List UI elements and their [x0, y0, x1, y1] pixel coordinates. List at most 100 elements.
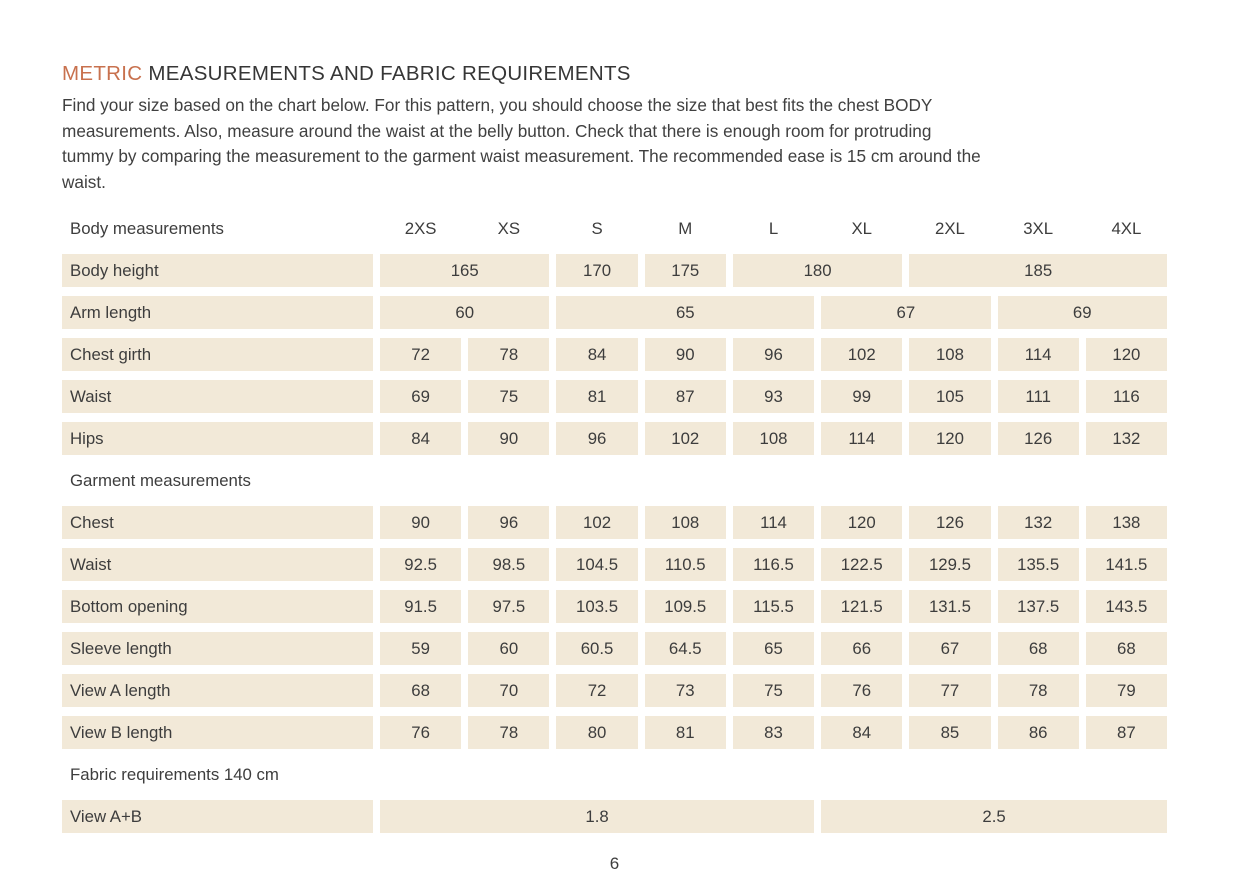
table-cell: 108 — [732, 422, 815, 455]
table-cell: 75 — [468, 380, 550, 413]
row-label: Body height — [62, 254, 373, 287]
table-cell: 77 — [909, 674, 991, 707]
table-cell: 175 — [644, 254, 726, 287]
table-cell: 66 — [821, 632, 903, 665]
table-cell: 129.5 — [909, 548, 991, 581]
row-label: Sleeve length — [62, 632, 373, 665]
table-cell: 109.5 — [644, 590, 726, 623]
table-cell: 81 — [644, 716, 726, 749]
table-cell: 114 — [821, 422, 903, 455]
table-cell: 90 — [644, 338, 726, 371]
table-cell: 97.5 — [468, 590, 550, 623]
table-cell: 111 — [997, 380, 1079, 413]
table-cell: 126 — [997, 422, 1079, 455]
table-cell: 131.5 — [909, 590, 991, 623]
table-cell: 138 — [1085, 506, 1167, 539]
intro-paragraph: Find your size based on the chart below.… — [62, 93, 1167, 195]
table-cell: 70 — [468, 674, 550, 707]
section-title: Fabric requirements 140 cm — [70, 764, 279, 784]
row-label: View B length — [62, 716, 373, 749]
row-label: View A+B — [62, 800, 373, 833]
row-label: Chest girth — [62, 338, 373, 371]
table-cell: 81 — [556, 380, 638, 413]
intro-line: Find your size based on the chart below.… — [62, 95, 933, 115]
table-cell: 96 — [556, 422, 638, 455]
table-cell: 108 — [909, 338, 991, 371]
table-cell: 75 — [732, 674, 815, 707]
table-cell: 73 — [644, 674, 726, 707]
table-cell: 102 — [644, 422, 726, 455]
page-title-rest: MEASUREMENTS AND FABRIC REQUIREMENTS — [142, 62, 631, 85]
table-cell: 92.5 — [380, 548, 462, 581]
table-cell: 84 — [556, 338, 638, 371]
size-header-s: S — [591, 218, 603, 238]
row-label: Hips — [62, 422, 373, 455]
table-cell: 64.5 — [644, 632, 726, 665]
table-cell: 141.5 — [1085, 548, 1167, 581]
table-cell: 120 — [909, 422, 991, 455]
table-cell: 65 — [556, 296, 815, 329]
row-label: Waist — [62, 380, 373, 413]
row-label: Waist — [62, 548, 373, 581]
table-cell: 83 — [732, 716, 815, 749]
table-cell: 68 — [1085, 632, 1167, 665]
table-cell: 76 — [821, 674, 903, 707]
table-cell: 67 — [909, 632, 991, 665]
table-cell: 78 — [468, 338, 550, 371]
table-cell: 78 — [468, 716, 550, 749]
table-cell: 165 — [380, 254, 550, 287]
table-cell: 87 — [1085, 716, 1167, 749]
intro-line: waist. — [62, 171, 106, 192]
size-header-xs: XS — [497, 218, 521, 238]
table-cell: 93 — [732, 380, 815, 413]
table-cell: 90 — [468, 422, 550, 455]
page-title: METRIC MEASUREMENTS AND FABRIC REQUIREME… — [62, 62, 1167, 86]
table-cell: 170 — [556, 254, 638, 287]
table-cell: 98.5 — [468, 548, 550, 581]
size-header-xl: XL — [851, 218, 872, 238]
table-cell: 116.5 — [732, 548, 815, 581]
table-cell: 60 — [380, 296, 550, 329]
row-label: Bottom opening — [62, 590, 373, 623]
size-header-4xl: 4XL — [1111, 218, 1142, 238]
table-cell: 114 — [997, 338, 1079, 371]
table-cell: 135.5 — [997, 548, 1079, 581]
table-cell: 137.5 — [997, 590, 1079, 623]
table-cell: 132 — [1085, 422, 1167, 455]
page-number: 6 — [609, 854, 620, 873]
table-cell: 102 — [556, 506, 638, 539]
table-cell: 59 — [380, 632, 462, 665]
table-cell: 60 — [468, 632, 550, 665]
table-cell: 65 — [732, 632, 815, 665]
table-cell: 143.5 — [1085, 590, 1167, 623]
table-cell: 68 — [997, 632, 1079, 665]
table-cell: 69 — [997, 296, 1167, 329]
table-cell: 87 — [644, 380, 726, 413]
size-header-3xl: 3XL — [1023, 218, 1054, 238]
table-cell: 120 — [1085, 338, 1167, 371]
table-cell: 180 — [732, 254, 903, 287]
size-header-2xs: 2XS — [404, 218, 437, 238]
table-cell: 96 — [468, 506, 550, 539]
intro-line: measurements. Also, measure around the w… — [62, 120, 932, 141]
table-cell: 79 — [1085, 674, 1167, 707]
size-header-m: M — [678, 218, 693, 238]
table-cell: 115.5 — [732, 590, 815, 623]
table-cell: 105 — [909, 380, 991, 413]
table-cell: 86 — [997, 716, 1079, 749]
table-cell: 60.5 — [556, 632, 638, 665]
table-cell: 120 — [821, 506, 903, 539]
table-cell: 102 — [821, 338, 903, 371]
table-cell: 84 — [380, 422, 462, 455]
table-cell: 110.5 — [644, 548, 726, 581]
table-cell: 2.5 — [821, 800, 1167, 833]
table-header-label: Body measurements — [70, 218, 224, 238]
table-cell: 99 — [821, 380, 903, 413]
row-label: View A length — [62, 674, 373, 707]
table-cell: 72 — [380, 338, 462, 371]
size-header-2xl: 2XL — [935, 218, 965, 238]
table-cell: 85 — [909, 716, 991, 749]
table-cell: 96 — [732, 338, 815, 371]
table-cell: 68 — [380, 674, 462, 707]
